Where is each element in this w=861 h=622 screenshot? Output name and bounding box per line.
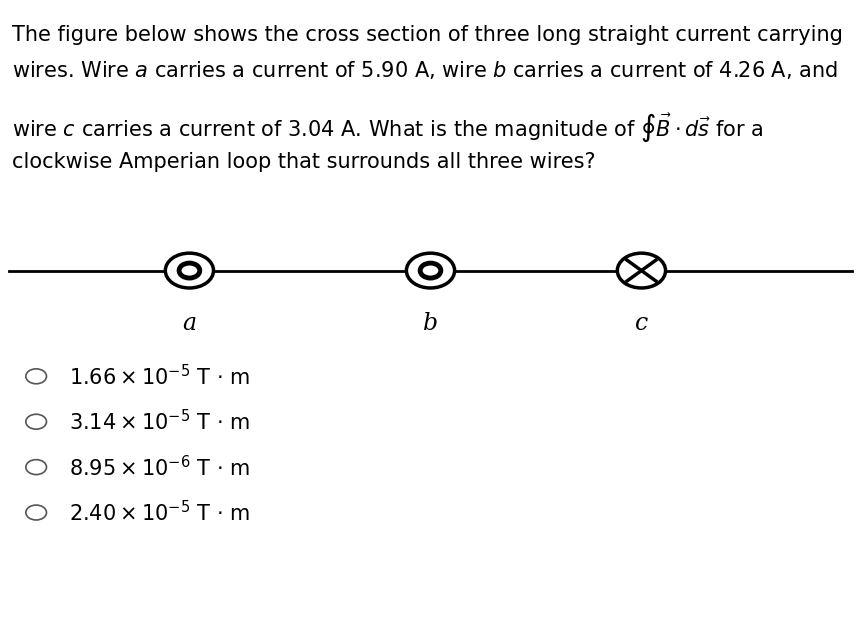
- Text: c: c: [635, 312, 648, 335]
- Text: wires. Wire $a$ carries a current of 5.90 A, wire $b$ carries a current of 4.26 : wires. Wire $a$ carries a current of 5.9…: [12, 59, 838, 81]
- Text: wire $c$ carries a current of 3.04 A. What is the magnitude of $\oint \vec{B} \c: wire $c$ carries a current of 3.04 A. Wh…: [12, 112, 764, 144]
- Text: $8.95 \times 10^{-6}$ T $\cdot$ m: $8.95 \times 10^{-6}$ T $\cdot$ m: [69, 455, 250, 480]
- Circle shape: [165, 253, 214, 288]
- Text: $1.66 \times 10^{-5}$ T $\cdot$ m: $1.66 \times 10^{-5}$ T $\cdot$ m: [69, 364, 250, 389]
- Text: clockwise Amperian loop that surrounds all three wires?: clockwise Amperian loop that surrounds a…: [12, 152, 596, 172]
- Text: $2.40 \times 10^{-5}$ T $\cdot$ m: $2.40 \times 10^{-5}$ T $\cdot$ m: [69, 500, 250, 525]
- Text: $3.14 \times 10^{-5}$ T $\cdot$ m: $3.14 \times 10^{-5}$ T $\cdot$ m: [69, 409, 250, 434]
- Circle shape: [617, 253, 666, 288]
- Text: a: a: [183, 312, 196, 335]
- Text: The figure below shows the cross section of three long straight current carrying: The figure below shows the cross section…: [12, 25, 843, 45]
- Circle shape: [406, 253, 455, 288]
- Text: b: b: [423, 312, 438, 335]
